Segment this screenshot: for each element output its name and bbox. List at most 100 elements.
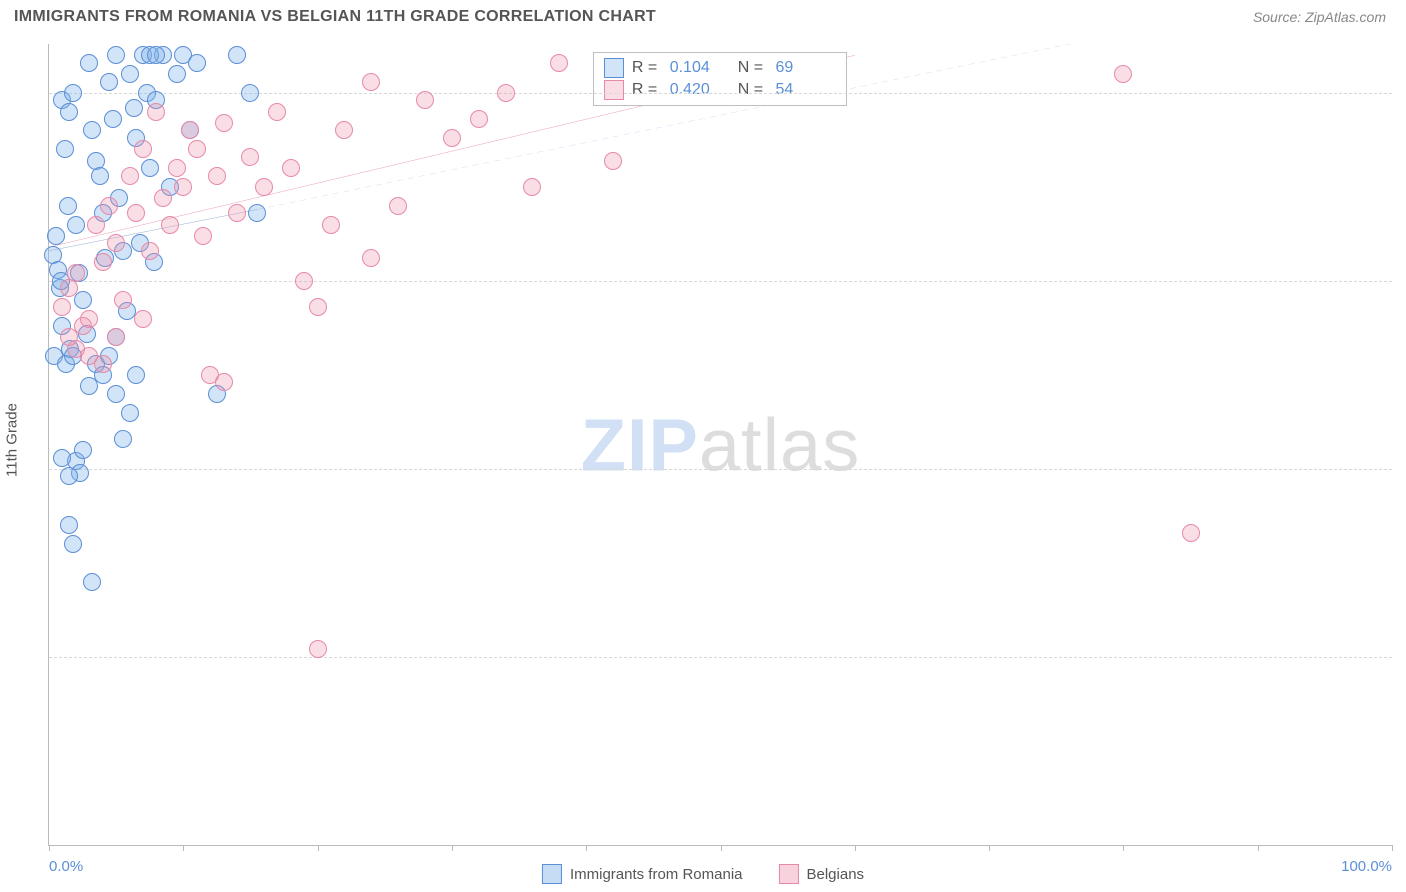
chart-title: IMMIGRANTS FROM ROMANIA VS BELGIAN 11TH …: [14, 8, 656, 26]
data-point: [228, 46, 246, 64]
x-tick: [1258, 845, 1259, 851]
data-point: [147, 103, 165, 121]
legend-swatch: [604, 58, 624, 78]
data-point: [147, 46, 165, 64]
data-point: [100, 73, 118, 91]
data-point: [134, 140, 152, 158]
data-point: [91, 167, 109, 185]
data-point: [322, 216, 340, 234]
data-point: [100, 197, 118, 215]
data-point: [497, 84, 515, 102]
data-point: [107, 385, 125, 403]
data-point: [67, 216, 85, 234]
data-point: [174, 178, 192, 196]
data-point: [83, 121, 101, 139]
data-point: [248, 204, 266, 222]
data-point: [53, 449, 71, 467]
data-point: [523, 178, 541, 196]
data-point: [161, 216, 179, 234]
data-point: [443, 129, 461, 147]
y-tick-label: 90.0%: [1400, 460, 1406, 477]
x-tick: [49, 845, 50, 851]
data-point: [80, 54, 98, 72]
data-point: [80, 347, 98, 365]
legend-item: Immigrants from Romania: [542, 864, 743, 884]
data-point: [114, 430, 132, 448]
legend-swatch: [542, 864, 562, 884]
data-point: [268, 103, 286, 121]
data-point: [60, 103, 78, 121]
data-point: [255, 178, 273, 196]
chart-source: Source: ZipAtlas.com: [1253, 9, 1386, 25]
data-point: [168, 159, 186, 177]
gridline-h: [49, 281, 1392, 282]
stat-n-label: N =: [738, 59, 768, 77]
data-point: [104, 110, 122, 128]
plot-area: ZIPatlas R = 0.104N = 69R = 0.420N = 54 …: [48, 44, 1392, 846]
data-point: [1114, 65, 1132, 83]
data-point: [74, 441, 92, 459]
data-point: [194, 227, 212, 245]
watermark-atlas: atlas: [699, 403, 860, 486]
gridline-h: [49, 657, 1392, 658]
data-point: [309, 298, 327, 316]
data-point: [83, 573, 101, 591]
data-point: [1182, 524, 1200, 542]
data-point: [60, 516, 78, 534]
x-tick: [183, 845, 184, 851]
data-point: [241, 148, 259, 166]
legend-item: Belgians: [779, 864, 865, 884]
data-point: [64, 84, 82, 102]
data-point: [53, 298, 71, 316]
data-point: [335, 121, 353, 139]
data-point: [125, 99, 143, 117]
x-tick: [1392, 845, 1393, 851]
legend-stat-row: R = 0.420N = 54: [604, 79, 836, 101]
data-point: [550, 54, 568, 72]
data-point: [107, 46, 125, 64]
data-point: [470, 110, 488, 128]
data-point: [141, 242, 159, 260]
chart-header: IMMIGRANTS FROM ROMANIA VS BELGIAN 11TH …: [0, 0, 1406, 34]
x-tick: [989, 845, 990, 851]
data-point: [215, 114, 233, 132]
stat-n-value: 54: [776, 81, 836, 99]
y-tick-label: 100.0%: [1400, 84, 1406, 101]
data-point: [121, 404, 139, 422]
legend-bottom: Immigrants from Romania Belgians: [542, 864, 864, 884]
data-point: [121, 167, 139, 185]
data-point: [127, 204, 145, 222]
legend-label: Belgians: [807, 866, 865, 883]
data-point: [114, 291, 132, 309]
data-point: [59, 197, 77, 215]
x-tick-label: 0.0%: [49, 858, 83, 875]
data-point: [107, 328, 125, 346]
legend-swatch: [604, 80, 624, 100]
x-tick: [452, 845, 453, 851]
data-point: [134, 310, 152, 328]
data-point: [64, 535, 82, 553]
data-point: [87, 216, 105, 234]
x-tick: [855, 845, 856, 851]
data-point: [309, 640, 327, 658]
data-point: [188, 54, 206, 72]
x-tick: [318, 845, 319, 851]
stat-r-value: 0.420: [670, 81, 730, 99]
x-tick: [1123, 845, 1124, 851]
data-point: [416, 91, 434, 109]
stat-n-label: N =: [738, 81, 768, 99]
data-point: [389, 197, 407, 215]
data-point: [154, 189, 172, 207]
data-point: [282, 159, 300, 177]
x-tick: [586, 845, 587, 851]
data-point: [67, 264, 85, 282]
gridline-h: [49, 469, 1392, 470]
y-tick-label: 85.0%: [1400, 648, 1406, 665]
data-point: [127, 366, 145, 384]
data-point: [215, 373, 233, 391]
data-point: [188, 140, 206, 158]
data-point: [60, 467, 78, 485]
x-tick-label: 100.0%: [1341, 858, 1392, 875]
chart-container: ZIPatlas R = 0.104N = 69R = 0.420N = 54 …: [48, 44, 1392, 846]
data-point: [60, 328, 78, 346]
